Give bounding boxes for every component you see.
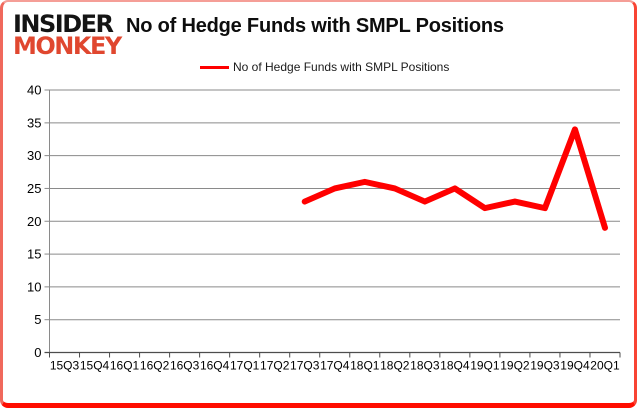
y-tick-label: 5: [34, 312, 41, 327]
x-tick-label: 20Q1: [590, 359, 620, 373]
x-tick-label: 17Q4: [320, 359, 350, 373]
legend-line-swatch: [200, 65, 229, 69]
x-tick-label: 18Q3: [410, 359, 440, 373]
legend-label: No of Hedge Funds with SMPL Positions: [233, 60, 450, 74]
x-tick-label: 19Q4: [560, 359, 590, 373]
y-tick-label: 25: [27, 181, 41, 196]
x-tick-label: 17Q2: [260, 359, 290, 373]
y-tick-label: 0: [34, 345, 41, 360]
x-tick-label: 16Q4: [200, 359, 230, 373]
logo-line-monkey: MONKEY: [13, 32, 122, 60]
y-tick-label: 15: [27, 247, 41, 262]
y-tick-label: 35: [27, 115, 41, 130]
y-tick-label: 40: [27, 83, 41, 98]
x-tick-label: 17Q1: [230, 359, 260, 373]
x-tick-label: 16Q2: [140, 359, 170, 373]
line-chart-svg: 0 5 10 15 20 25 30 35 40 15Q3 15Q4 16Q1 16Q2 16Q3 16Q4…: [27, 83, 621, 373]
series-line: [301, 126, 608, 231]
y-tick-label: 10: [27, 279, 41, 294]
logo-line-insider: INSIDER: [13, 10, 114, 38]
insider-monkey-logo: INSIDER MONKEY: [13, 12, 125, 58]
x-tick-label: 18Q1: [350, 359, 380, 373]
x-tick-label: 18Q4: [440, 359, 470, 373]
x-tick-label: 15Q4: [80, 359, 110, 373]
x-tick-label: 16Q1: [110, 359, 140, 373]
x-tick-label: 16Q3: [170, 359, 200, 373]
x-tick-label: 17Q3: [290, 359, 320, 373]
x-tick-label: 19Q1: [470, 359, 500, 373]
x-tick-label: 15Q3: [50, 359, 80, 373]
y-tick-label: 20: [27, 214, 41, 229]
x-tick-label: 19Q2: [500, 359, 530, 373]
chart-legend: No of Hedge Funds with SMPL Positions: [200, 60, 449, 74]
x-tick-label: 19Q3: [530, 359, 560, 373]
x-tick-label: 18Q2: [380, 359, 410, 373]
y-tick-label: 30: [27, 148, 41, 163]
chart-title: No of Hedge Funds with SMPL Positions: [126, 15, 504, 37]
